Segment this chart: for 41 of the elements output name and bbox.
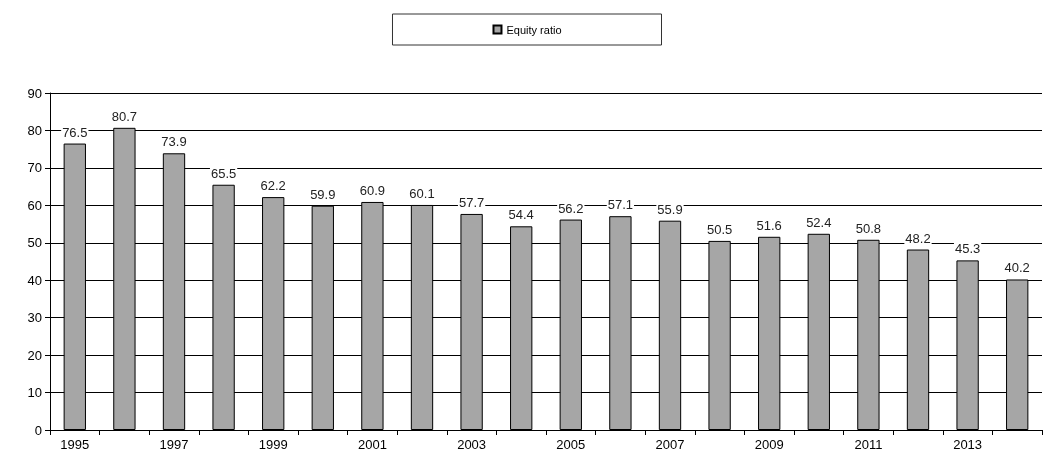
data-label: 45.3 <box>954 241 981 257</box>
y-tick-label: 80 <box>27 122 42 138</box>
data-label: 51.6 <box>756 217 782 233</box>
y-tick-label: 30 <box>27 310 42 326</box>
data-label: 50.5 <box>706 221 733 237</box>
x-tick-label: 1999 <box>258 437 288 452</box>
data-label: 80.7 <box>111 108 138 124</box>
x-tick-label: 1997 <box>159 437 189 452</box>
y-tick-label: 50 <box>27 235 42 251</box>
x-tick-label: 2003 <box>457 437 487 452</box>
data-label: 56.2 <box>558 200 584 216</box>
x-tick-label: 2001 <box>357 437 387 452</box>
data-label: 62.2 <box>260 178 286 194</box>
x-tick-label: 2013 <box>953 437 983 452</box>
y-tick-label: 20 <box>27 347 42 363</box>
data-label: 48.2 <box>905 230 931 246</box>
data-label: 60.1 <box>409 185 435 201</box>
data-label: 57.7 <box>458 194 485 210</box>
data-label: 50.8 <box>855 220 882 236</box>
x-tick-label: 2011 <box>854 437 883 452</box>
x-tick-label: 2005 <box>556 437 586 452</box>
data-label: 57.1 <box>607 197 634 213</box>
legend-label: Equity ratio <box>506 23 562 36</box>
y-tick-label: 90 <box>27 85 42 101</box>
data-label: 65.5 <box>210 165 237 181</box>
y-tick-label: 10 <box>27 385 42 401</box>
y-tick-label: 70 <box>27 160 42 176</box>
data-label: 60.9 <box>359 182 386 198</box>
data-label: 73.9 <box>161 134 187 150</box>
y-tick-label: 60 <box>27 197 42 213</box>
x-tick-label: 2009 <box>754 437 784 452</box>
data-label: 54.4 <box>508 207 534 223</box>
data-label: 59.9 <box>310 186 336 202</box>
y-tick-label: 0 <box>34 422 42 438</box>
data-label: 55.9 <box>657 201 683 217</box>
x-tick-label: 1995 <box>60 437 90 452</box>
x-tick-label: 2007 <box>655 437 685 452</box>
y-tick-label: 40 <box>27 272 42 288</box>
data-label: 76.5 <box>62 124 88 140</box>
data-label: 52.4 <box>806 214 832 230</box>
data-label: 40.2 <box>1004 260 1030 276</box>
